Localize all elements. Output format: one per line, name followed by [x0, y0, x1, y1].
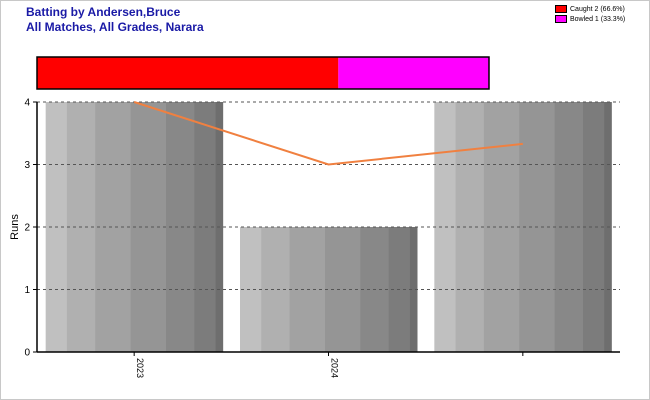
x-tick-label-2023: 2023 — [135, 358, 145, 378]
bar-2-band-5 — [583, 102, 605, 352]
bar-1-band-0 — [240, 227, 262, 352]
legend-swatch-bowled — [555, 15, 567, 23]
legend-label-caught: Caught 2 (66.6%) — [570, 5, 625, 13]
legend-label-bowled: Bowled 1 (33.3%) — [570, 15, 626, 23]
legend: Caught 2 (66.6%) Bowled 1 (33.3%) — [555, 4, 643, 24]
bar-0-band-2 — [95, 102, 132, 352]
y-tick-label-1: 1 — [24, 285, 30, 296]
y-axis-label: Runs — [9, 214, 21, 240]
y-tick-label-3: 3 — [24, 160, 30, 171]
chart-subtitle: All Matches, All Grades, Narara — [26, 20, 204, 34]
y-tick-label-2: 2 — [24, 223, 30, 234]
y-tick-label-4: 4 — [24, 98, 30, 109]
dismissal-segment-0 — [37, 57, 339, 89]
x-tick-label-2024: 2024 — [330, 358, 340, 378]
legend-item-bowled: Bowled 1 (33.3%) — [555, 14, 643, 24]
bar-0-band-3 — [130, 102, 167, 352]
y-tick-label-0: 0 — [24, 348, 30, 359]
legend-swatch-caught — [555, 5, 567, 13]
trend-line — [133, 101, 523, 166]
dismissal-segment-1 — [338, 57, 489, 89]
chart-title: Batting by Andersen,Bruce — [26, 5, 181, 19]
dismissal-bar-border — [36, 56, 490, 90]
bar-1-band-6 — [409, 227, 418, 352]
legend-item-caught: Caught 2 (66.6%) — [555, 4, 643, 14]
bar-1-band-3 — [324, 227, 361, 352]
